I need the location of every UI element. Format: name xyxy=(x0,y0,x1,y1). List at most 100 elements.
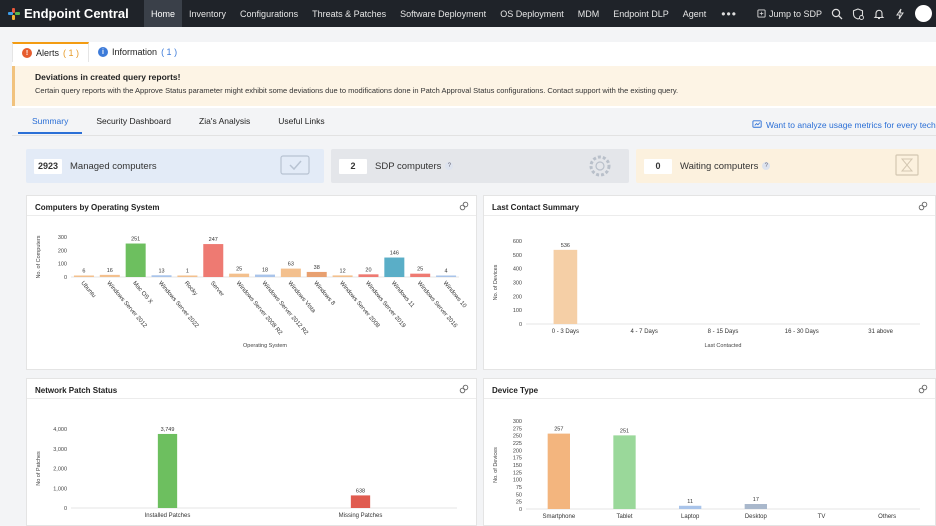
link-icon[interactable] xyxy=(918,384,928,394)
tab-information[interactable]: i Information ( 1 ) xyxy=(89,42,186,62)
x-tick-label: Windows Server 2008 R2 xyxy=(235,280,284,336)
search-icon[interactable] xyxy=(831,8,843,20)
analyze-usage-label: Want to analyze usage metrics for every … xyxy=(766,119,936,130)
laptop-check-icon xyxy=(280,155,310,175)
y-axis-label: No. of Computers xyxy=(36,235,42,278)
x-tick-label: Windows 8 xyxy=(312,280,336,307)
nav-item-mdm[interactable]: MDM xyxy=(577,8,600,19)
x-tick-label: Server xyxy=(209,280,225,297)
y-tick-label: 275 xyxy=(513,426,522,432)
bar-value-label: 251 xyxy=(131,237,140,243)
bar-value-label: 13 xyxy=(158,268,164,274)
tab-alerts-count: ( 1 ) xyxy=(63,48,80,58)
bar xyxy=(744,504,767,509)
y-tick-label: 400 xyxy=(513,267,522,273)
y-axis-label: No. of Devices xyxy=(493,264,499,300)
help-icon[interactable]: ? xyxy=(762,162,771,170)
sdp-computers-count: 2 xyxy=(339,158,367,174)
x-tick-label: 4 - 7 Days xyxy=(631,329,658,335)
nav-item-inventory[interactable]: Inventory xyxy=(189,8,227,19)
os-chart-title: Computers by Operating System xyxy=(35,203,160,212)
bar xyxy=(410,273,431,277)
bar xyxy=(384,257,405,277)
top-navbar: Endpoint Central Home Inventory Configurat… xyxy=(0,0,936,27)
subtab-useful-links[interactable]: Useful Links xyxy=(278,116,325,126)
y-tick-label: 600 xyxy=(513,239,522,245)
sdp-computers-card[interactable]: 2 SDP computers ? xyxy=(331,149,629,183)
bar xyxy=(151,275,172,277)
device-chart-panel: Device Type No. of Devices 0 25 50 75 100 125 1… xyxy=(483,378,936,526)
nav-item-software-deployment[interactable]: Software Deployment xyxy=(400,8,487,19)
nav-item-configurations[interactable]: Configurations xyxy=(240,8,299,19)
subtab-security-dashboard[interactable]: Security Dashboard xyxy=(96,116,172,126)
sub-tabs-divider xyxy=(12,135,936,136)
nav-item-home[interactable]: Home xyxy=(144,0,183,27)
sdp-computers-label: SDP computers xyxy=(375,160,442,172)
y-tick-label: 0 xyxy=(64,506,67,512)
waiting-computers-count: 0 xyxy=(644,158,672,174)
nav-right: Jump to SDP xyxy=(757,0,932,27)
subtab-zia-s-analysis[interactable]: Zia's Analysis xyxy=(199,116,251,126)
bar xyxy=(99,274,120,277)
y-tick-label: 300 xyxy=(513,419,522,425)
device-chart: No. of Devices02550751001251501752002252… xyxy=(493,419,920,520)
bar-value-label: 18 xyxy=(262,268,268,274)
brand-logo-icon xyxy=(8,7,20,20)
x-tick-label: Desktop xyxy=(745,514,768,520)
managed-computers-count: 2923 xyxy=(34,158,62,174)
subtab-summary[interactable]: Summary xyxy=(18,116,83,134)
x-tick-label: Windows 11 xyxy=(390,280,416,309)
y-tick-label: 0 xyxy=(519,507,522,513)
avatar[interactable] xyxy=(915,5,932,22)
nav-item-agent[interactable]: Agent xyxy=(682,8,707,19)
bar-value-label: 6 xyxy=(82,269,85,275)
sdp-icon xyxy=(757,9,766,18)
bar-value-label: 63 xyxy=(288,262,294,268)
more-menu-icon[interactable]: ••• xyxy=(721,6,737,21)
shield-icon[interactable] xyxy=(852,7,864,20)
bolt-icon[interactable] xyxy=(894,8,906,20)
x-tick-label: 0 - 3 Days xyxy=(552,329,579,335)
analyze-usage-link[interactable]: Want to analyze usage metrics for every … xyxy=(752,119,936,130)
x-axis-label: Operating System xyxy=(243,343,287,349)
managed-computers-label: Managed computers xyxy=(70,160,157,172)
managed-computers-card[interactable]: 2923 Managed computers xyxy=(26,149,324,183)
tab-alerts[interactable]: ! Alerts ( 1 ) xyxy=(12,42,90,62)
y-tick-label: 300 xyxy=(513,281,522,287)
nav-item-threats-patches[interactable]: Threats & Patches xyxy=(312,8,387,19)
jump-to-sdp-link[interactable]: Jump to SDP xyxy=(757,9,822,19)
analytics-icon xyxy=(752,120,762,128)
bar-value-label: 257 xyxy=(554,427,563,433)
x-tick-label: Installed Patches xyxy=(145,513,191,519)
bar xyxy=(255,274,275,277)
bar-value-label: 16 xyxy=(107,268,113,274)
bar-value-label: 12 xyxy=(340,268,346,274)
y-tick-label: 2,000 xyxy=(53,467,67,473)
bar xyxy=(350,495,371,508)
bar-value-label: 146 xyxy=(390,251,399,257)
y-tick-label: 1,000 xyxy=(53,486,67,492)
contact-chart-panel: Last Contact Summary No. of Devices 0 100 2… xyxy=(483,195,936,370)
bell-icon[interactable] xyxy=(873,8,885,20)
nav-item-endpoint-dlp[interactable]: Endpoint DLP xyxy=(613,8,669,19)
info-icon: i xyxy=(98,47,109,57)
bar xyxy=(125,243,146,277)
nav-item-os-deployment[interactable]: OS Deployment xyxy=(500,8,564,19)
bar-value-label: 20 xyxy=(365,267,371,273)
bar-value-label: 1 xyxy=(186,269,189,275)
panel-divider xyxy=(484,215,935,216)
x-tick-label: Rocky xyxy=(183,280,198,297)
brand[interactable]: Endpoint Central xyxy=(0,6,144,21)
tab-alerts-label: Alerts xyxy=(36,48,60,58)
y-tick-label: 175 xyxy=(513,456,522,462)
x-tick-label: Laptop xyxy=(681,514,700,520)
help-icon[interactable]: ? xyxy=(445,162,454,170)
link-icon[interactable] xyxy=(459,201,469,211)
link-icon[interactable] xyxy=(918,201,928,211)
waiting-computers-card[interactable]: 0 Waiting computers ? xyxy=(636,149,936,183)
bar xyxy=(613,435,636,509)
y-tick-label: 100 xyxy=(58,262,67,268)
y-tick-label: 100 xyxy=(513,308,522,314)
y-tick-label: 50 xyxy=(516,492,522,498)
link-icon[interactable] xyxy=(459,384,469,394)
